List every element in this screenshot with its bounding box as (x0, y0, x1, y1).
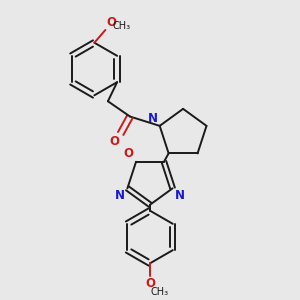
Text: O: O (106, 16, 116, 29)
Text: O: O (145, 277, 155, 290)
Text: N: N (175, 189, 185, 202)
Text: O: O (109, 135, 119, 148)
Text: CH₃: CH₃ (151, 287, 169, 297)
Text: CH₃: CH₃ (112, 21, 130, 31)
Text: N: N (115, 189, 125, 202)
Text: N: N (148, 112, 158, 125)
Text: O: O (124, 147, 134, 160)
